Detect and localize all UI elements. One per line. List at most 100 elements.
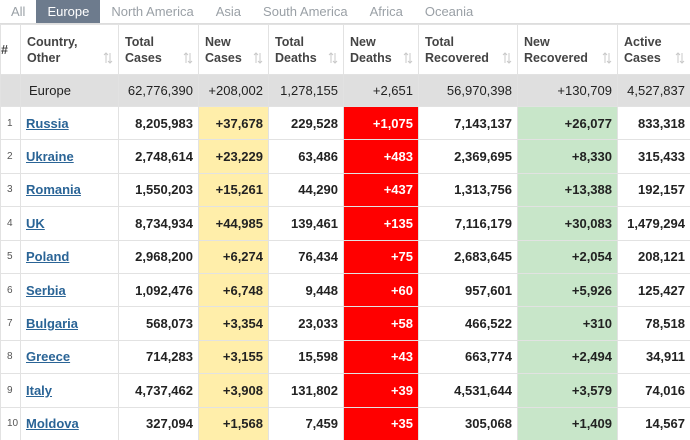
region-tab[interactable]: Africa: [369, 4, 403, 19]
column-header-text: New Recovered: [524, 34, 588, 65]
data-cell: 714,283: [118, 339, 199, 375]
row-number: 7: [0, 306, 21, 341]
data-cell: 9,448: [268, 272, 344, 308]
region-tab[interactable]: All: [11, 4, 26, 19]
region-tabs: All Europe North America Asia South America A…: [0, 0, 690, 24]
sort-icon: [675, 52, 685, 64]
data-cell: 192,157: [617, 172, 690, 208]
country-cell: Bulgaria: [20, 306, 119, 341]
country-cell: Serbia: [20, 272, 119, 308]
country-row: 1 Russia 8,205,983 +37,678 229,528 +1,075 7,14…: [0, 105, 690, 141]
country-link[interactable]: Russia: [26, 115, 69, 131]
country-row: 8 Greece 714,283 +3,155 15,598 +43 663,774 +2,4…: [0, 339, 690, 375]
column-header[interactable]: New Deaths: [343, 24, 419, 75]
header-row: # Country, Other Total Cases New Cases Total…: [0, 24, 690, 75]
column-header-text: New Deaths: [350, 34, 392, 65]
data-cell: 139,461: [268, 206, 344, 241]
data-cell: 568,073: [118, 306, 199, 341]
data-cell: +30,083: [517, 206, 618, 241]
region-tab[interactable]: Oceania: [424, 4, 474, 19]
data-cell: +15,261: [198, 172, 269, 208]
country-link[interactable]: Greece: [26, 349, 71, 365]
country-cell: Ukraine: [20, 139, 119, 174]
data-cell: +2,494: [517, 339, 618, 375]
sort-icon: [328, 52, 338, 64]
column-header[interactable]: #: [0, 24, 21, 75]
data-cell: +35: [343, 406, 419, 440]
column-header-text: New Cases: [205, 34, 242, 65]
country-cell: Greece: [20, 339, 119, 375]
column-header-text: #: [1, 42, 8, 57]
column-header-text: Country, Other: [27, 34, 78, 65]
column-header[interactable]: Total Recovered: [418, 24, 518, 75]
data-cell: 34,911: [617, 339, 690, 375]
data-cell: 2,748,614: [118, 139, 199, 174]
data-cell: +58: [343, 306, 419, 341]
data-cell: 8,205,983: [118, 105, 199, 141]
data-cell: 76,434: [268, 239, 344, 274]
column-header[interactable]: Total Deaths: [268, 24, 344, 75]
country-cell: Italy: [20, 373, 119, 408]
data-cell: 229,528: [268, 105, 344, 141]
row-number: 10: [0, 406, 21, 440]
column-header[interactable]: Active Cases: [617, 24, 690, 75]
country-cell: Romania: [20, 172, 119, 208]
data-cell: 131,802: [268, 373, 344, 408]
region-tab[interactable]: Europe: [36, 0, 101, 23]
data-cell: 1,313,756: [418, 172, 518, 208]
data-cell: 957,601: [418, 272, 518, 308]
data-cell: +8,330: [517, 139, 618, 174]
country-link[interactable]: Moldova: [26, 416, 79, 432]
data-cell: 14,567: [617, 406, 690, 440]
summary-cell: +2,651: [343, 74, 419, 107]
column-header-text: Total Recovered: [425, 34, 489, 65]
column-header[interactable]: Country, Other: [20, 24, 119, 75]
data-table: # Country, Other Total Cases New Cases Total…: [0, 24, 690, 440]
country-link[interactable]: Ukraine: [26, 149, 74, 165]
data-cell: 315,433: [617, 139, 690, 174]
summary-cell: Europe: [20, 74, 119, 107]
column-header-text: Total Cases: [125, 34, 162, 65]
data-cell: +43: [343, 339, 419, 375]
country-link[interactable]: Italy: [26, 382, 53, 398]
row-number: 9: [0, 373, 21, 408]
country-link[interactable]: Poland: [26, 249, 70, 265]
summary-cell: 4,527,837: [617, 74, 690, 107]
summary-cell: +208,002: [198, 74, 269, 107]
data-cell: +13,388: [517, 172, 618, 208]
data-cell: 1,479,294: [617, 206, 690, 241]
data-cell: +483: [343, 139, 419, 174]
sort-icon: [183, 52, 193, 64]
data-cell: +310: [517, 306, 618, 341]
summary-row: Europe 62,776,390 +208,002 1,278,155 +2,651 5…: [0, 74, 690, 107]
column-header[interactable]: New Cases: [198, 24, 269, 75]
row-number: 2: [0, 139, 21, 174]
country-link[interactable]: Serbia: [26, 282, 66, 298]
country-link[interactable]: UK: [26, 215, 45, 231]
data-cell: 8,734,934: [118, 206, 199, 241]
sort-icon: [103, 52, 113, 64]
data-cell: +39: [343, 373, 419, 408]
country-link[interactable]: Romania: [26, 182, 81, 198]
data-cell: 15,598: [268, 339, 344, 375]
summary-cell: 1,278,155: [268, 74, 344, 107]
data-cell: +6,274: [198, 239, 269, 274]
region-tab[interactable]: Asia: [215, 4, 242, 19]
column-header[interactable]: Total Cases: [118, 24, 199, 75]
data-cell: 305,068: [418, 406, 518, 440]
table-body: Europe 62,776,390 +208,002 1,278,155 +2,651 5…: [0, 74, 690, 440]
country-cell: Russia: [20, 105, 119, 141]
summary-cell: [0, 74, 21, 107]
column-header[interactable]: New Recovered: [517, 24, 618, 75]
country-link[interactable]: Bulgaria: [26, 316, 79, 332]
data-cell: +1,075: [343, 105, 419, 141]
data-cell: +5,926: [517, 272, 618, 308]
data-cell: +3,579: [517, 373, 618, 408]
data-cell: +75: [343, 239, 419, 274]
region-tab[interactable]: South America: [263, 4, 348, 19]
data-cell: 7,116,179: [418, 206, 518, 241]
summary-cell: 56,970,398: [418, 74, 518, 107]
region-tab[interactable]: North America: [111, 4, 194, 19]
sort-icon: [403, 52, 413, 64]
